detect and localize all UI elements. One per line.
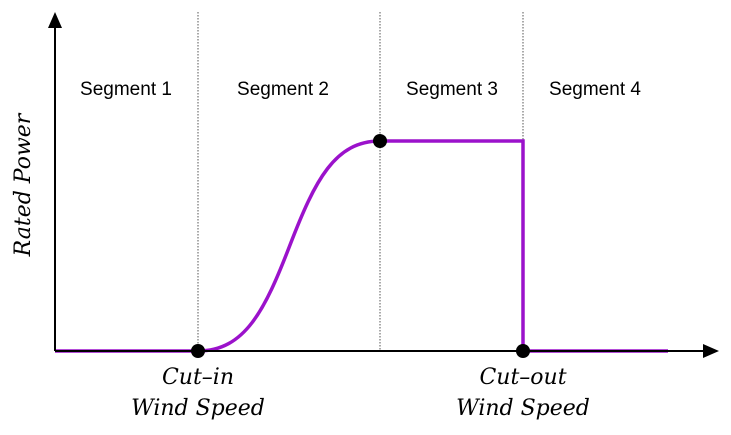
y-axis: [48, 12, 62, 351]
cut-out-label-line1: Cut–out: [479, 365, 566, 390]
y-axis-arrowhead: [48, 12, 62, 28]
segment-3-label: Segment 3: [406, 79, 498, 100]
segment-1-label: Segment 1: [80, 79, 172, 100]
x-axis-arrowhead: [703, 344, 719, 358]
cut-out-point: [516, 344, 530, 358]
cut-out-label-line2: Wind Speed: [456, 396, 590, 421]
rated-point: [373, 134, 387, 148]
y-axis-title: Rated Power: [11, 112, 36, 257]
cut-in-point: [191, 344, 205, 358]
cut-in-label-line2: Wind Speed: [131, 396, 265, 421]
segment-4-label: Segment 4: [549, 79, 641, 100]
x-axis: [55, 344, 719, 358]
cut-in-label-line1: Cut–in: [162, 365, 234, 390]
segment-2-label: Segment 2: [237, 79, 329, 100]
power-curve: [55, 139, 668, 353]
